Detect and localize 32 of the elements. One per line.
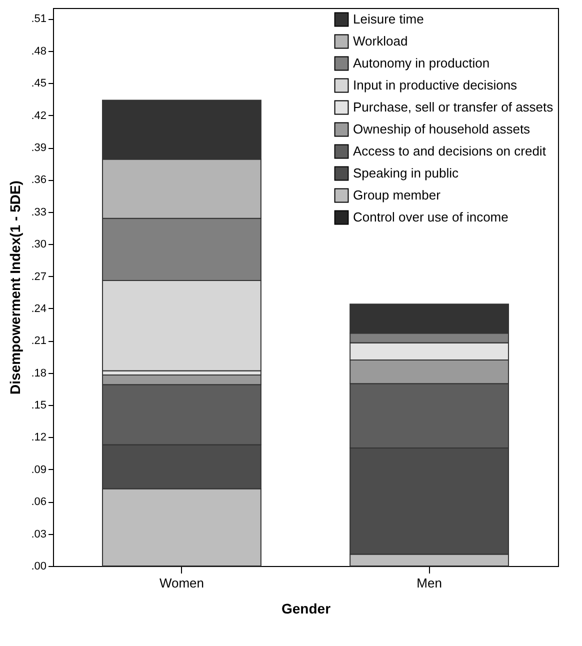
y-tick-label: .15 (31, 400, 46, 412)
y-tick-label: .03 (31, 528, 46, 540)
y-tick-label: .12 (31, 432, 46, 444)
y-tick-label: .33 (31, 206, 46, 218)
y-tick-label: .36 (31, 174, 46, 186)
x-tick-label: Women (159, 576, 204, 590)
legend-label: Purchase, sell or transfer of assets (353, 100, 554, 114)
y-tick-label: .00 (31, 560, 46, 572)
y-tick-label: .21 (31, 335, 46, 348)
legend-label: Group member (353, 188, 442, 202)
y-tick-label: .51 (31, 13, 46, 26)
x-axis-title: Gender (281, 600, 332, 616)
legend-label: Access to and decisions on credit (353, 144, 546, 158)
y-tick-label: .45 (31, 78, 46, 90)
y-tick-label: .27 (31, 270, 46, 283)
legend-label: Owneship of household assets (353, 122, 531, 136)
legend-label: Leisure time (353, 12, 424, 26)
legend-label: Control over use of income (353, 210, 508, 224)
y-tick-label: .18 (31, 367, 46, 380)
y-tick-label: .39 (31, 142, 46, 154)
y-tick-label: .30 (31, 238, 46, 251)
legend-label: Input in productive decisions (353, 78, 518, 92)
y-tick-label: .06 (31, 496, 46, 508)
legend-label: Speaking in public (353, 166, 460, 180)
legend-label: Workload (353, 34, 408, 48)
legend-label: Autonomy in production (353, 56, 490, 70)
x-tick-label: Men (416, 576, 442, 590)
y-tick-label: .42 (31, 110, 46, 122)
y-tick-label: .48 (31, 45, 46, 58)
y-axis-title: Disempowerment Index(1 - 5DE) (7, 180, 24, 394)
y-tick-label: .24 (31, 302, 46, 315)
y-tick-label: .09 (31, 464, 46, 476)
